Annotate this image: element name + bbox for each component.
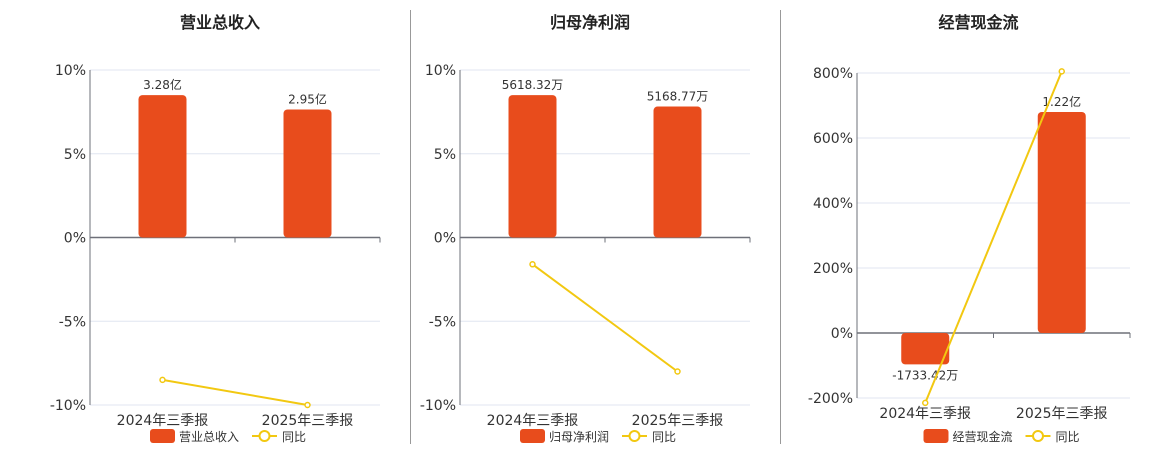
bar <box>1037 112 1086 333</box>
x-tick-label: 2024年三季报 <box>117 413 209 429</box>
y-tick-label: 800% <box>813 66 853 82</box>
y-tick-label: -5% <box>429 314 456 330</box>
legend-line-marker <box>258 430 271 442</box>
bar <box>653 106 702 238</box>
legend-bar-label: 营业总收入 <box>179 430 239 444</box>
chart-title: 营业总收入 <box>180 13 260 32</box>
line-series <box>924 70 1063 404</box>
chart-title: 经营现金流 <box>938 13 1018 32</box>
panel-divider <box>780 10 781 444</box>
bar-data-label: 2.95亿 <box>288 91 327 106</box>
y-tick-label: -200% <box>808 391 853 407</box>
line-point <box>674 368 681 375</box>
y-tick-label: 400% <box>813 196 853 212</box>
legend-bar-swatch <box>150 429 175 443</box>
legend-line-label: 同比 <box>282 430 306 444</box>
y-tick-label: 0% <box>831 326 853 342</box>
legend-bar-label: 归母净利润 <box>549 430 609 444</box>
line-point <box>1058 68 1065 75</box>
legend-bar-label: 经营现金流 <box>953 429 1013 444</box>
x-tick-label: 2025年三季报 <box>632 413 724 429</box>
x-tick-label: 2025年三季报 <box>262 413 354 429</box>
line-point <box>304 401 311 409</box>
legend-bar-swatch <box>520 429 545 443</box>
legend-line-label: 同比 <box>1056 430 1080 444</box>
line-point <box>922 399 929 407</box>
y-tick-label: 200% <box>813 261 853 277</box>
y-tick-label: -10% <box>50 398 86 414</box>
bar-data-label: 3.28亿 <box>143 77 182 92</box>
bar-data-label: 5618.32万 <box>502 78 564 92</box>
x-tick-label: 2024年三季报 <box>487 413 579 429</box>
chart-title: 归母净利润 <box>550 13 630 32</box>
legend-bar-swatch <box>923 429 949 443</box>
bar-data-label: -1733.42万 <box>892 368 958 382</box>
y-tick-label: 0% <box>64 231 86 247</box>
line-series <box>531 263 679 373</box>
y-tick-label: -5% <box>59 314 86 330</box>
y-tick-label: 5% <box>434 147 456 163</box>
legend-line-marker <box>628 430 641 442</box>
legend-line-label: 同比 <box>652 430 676 444</box>
line-point <box>159 376 166 384</box>
legend-line-marker <box>1032 430 1044 442</box>
bar <box>283 109 332 238</box>
line-point <box>529 261 536 268</box>
bar <box>508 95 557 238</box>
y-tick-label: -10% <box>420 398 456 414</box>
bar <box>138 95 187 238</box>
line-series <box>162 378 308 406</box>
bar-data-label: 1.22亿 <box>1042 94 1081 109</box>
panel-divider <box>410 10 411 444</box>
y-tick-label: 5% <box>64 147 86 163</box>
bar-data-label: 5168.77万 <box>647 90 709 104</box>
y-tick-label: 10% <box>55 63 86 79</box>
y-tick-label: 0% <box>434 231 456 247</box>
y-tick-label: 600% <box>813 131 853 147</box>
x-tick-label: 2025年三季报 <box>1016 406 1108 422</box>
y-tick-label: 10% <box>425 63 456 79</box>
x-tick-label: 2024年三季报 <box>879 406 971 422</box>
bar <box>901 333 950 365</box>
